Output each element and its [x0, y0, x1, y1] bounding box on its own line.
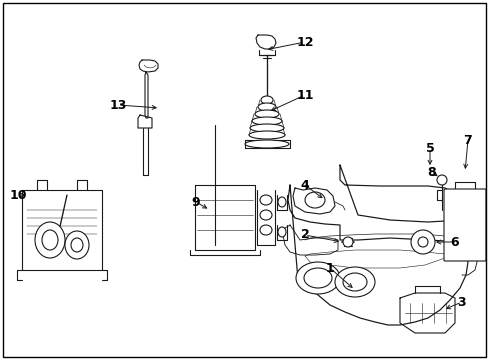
Ellipse shape	[278, 227, 285, 237]
Text: 8: 8	[427, 166, 435, 179]
FancyBboxPatch shape	[443, 189, 485, 261]
Text: 10: 10	[9, 189, 27, 202]
Text: 11: 11	[296, 89, 313, 102]
Ellipse shape	[342, 237, 352, 247]
Ellipse shape	[304, 268, 331, 288]
Ellipse shape	[261, 96, 272, 104]
Text: 1: 1	[325, 261, 334, 275]
Ellipse shape	[305, 192, 325, 208]
Text: 4: 4	[300, 179, 309, 192]
Ellipse shape	[295, 262, 339, 294]
Text: 5: 5	[425, 141, 433, 154]
Ellipse shape	[342, 273, 366, 291]
Ellipse shape	[410, 230, 434, 254]
Ellipse shape	[42, 230, 58, 250]
Text: 3: 3	[457, 296, 466, 309]
Text: 12: 12	[296, 36, 313, 49]
Ellipse shape	[65, 231, 89, 259]
Ellipse shape	[254, 110, 279, 118]
Ellipse shape	[258, 103, 275, 111]
Ellipse shape	[260, 225, 271, 235]
Ellipse shape	[249, 124, 284, 132]
Text: 2: 2	[300, 229, 309, 242]
Ellipse shape	[251, 117, 282, 125]
Text: 6: 6	[450, 235, 458, 248]
Text: 7: 7	[463, 134, 471, 147]
Ellipse shape	[260, 195, 271, 205]
Ellipse shape	[436, 175, 446, 185]
Ellipse shape	[334, 267, 374, 297]
Ellipse shape	[260, 210, 271, 220]
Ellipse shape	[417, 237, 427, 247]
Ellipse shape	[71, 238, 83, 252]
Ellipse shape	[248, 131, 285, 139]
Ellipse shape	[244, 140, 288, 148]
Text: 9: 9	[191, 195, 200, 208]
Ellipse shape	[35, 222, 65, 258]
Ellipse shape	[278, 197, 285, 207]
Text: 13: 13	[109, 99, 126, 112]
